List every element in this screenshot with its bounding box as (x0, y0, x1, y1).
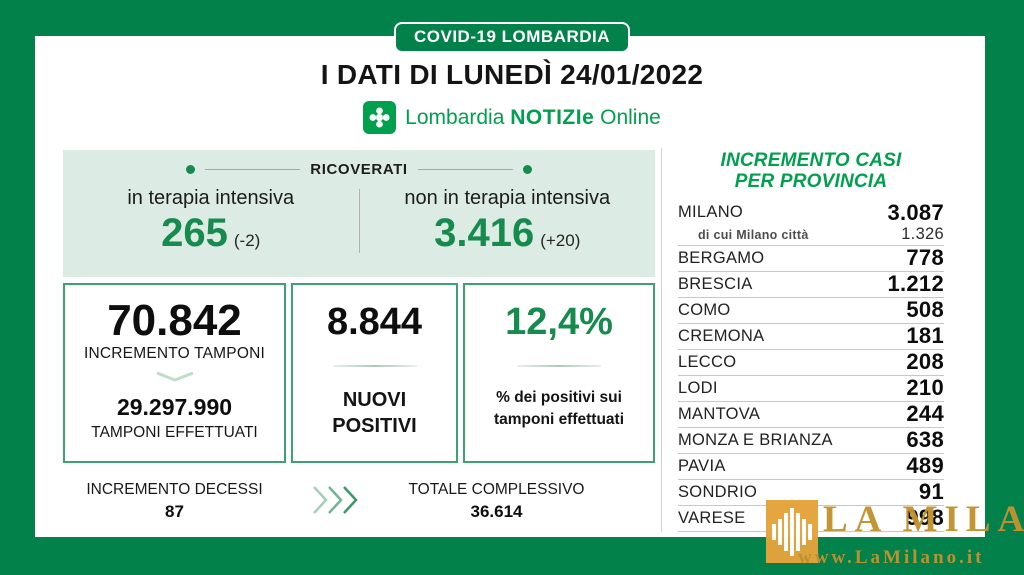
table-row: CREMONA 181 (678, 323, 944, 350)
terapia-intensiva-label: in terapia intensiva (127, 187, 295, 209)
ricoverati-columns: in terapia intensiva 265 (-2) non in ter… (63, 187, 655, 263)
terapia-intensiva-delta: (-2) (233, 231, 261, 250)
divider-line (417, 169, 513, 170)
totale-complessivo-label: TOTALE COMPLESSIVO (408, 481, 585, 498)
logo-brand: NOTIZIe (510, 105, 595, 129)
covid-badge: COVID-19 LOMBARDIA (393, 22, 631, 53)
left-panel: RICOVERATI in terapia intensiva 265 (-2)… (63, 150, 655, 522)
decessi-row: INCREMENTO DECESSI 87 TOTALE COMPLESSIVO… (63, 481, 655, 522)
non-terapia-intensiva-block: non in terapia intensiva 3.416 (+20) (360, 187, 656, 263)
terapia-intensiva-value: 265 (161, 211, 228, 255)
percentuale-label: % dei positivi sui tamponi effettuati (493, 389, 625, 429)
triple-chevron-icon (304, 481, 372, 517)
tamponi-effettuati-label: TAMPONI EFFETTUATI (91, 424, 258, 442)
bullet-dot-icon (186, 165, 196, 174)
divider-line (332, 365, 417, 367)
terapia-intensiva-block: in terapia intensiva 265 (-2) (63, 187, 359, 263)
ricoverati-title: RICOVERATI (310, 161, 408, 178)
totale-complessivo-value: 36.614 (470, 502, 523, 521)
incremento-decessi-value: 87 (165, 502, 184, 521)
lombardia-notizie-logo: Lombardia NOTIZIe Online (0, 101, 1024, 134)
logo-text: Lombardia NOTIZIe Online (405, 106, 661, 130)
percentuale-card: 12,4% % dei positivi sui tamponi effettu… (463, 283, 655, 463)
column-divider (358, 189, 360, 253)
table-row: LECCO 208 (678, 349, 944, 376)
percentuale-value: 12,4% (505, 301, 613, 343)
table-subrow: di cui Milano città 1.326 (678, 225, 944, 246)
tamponi-effettuati-value: 29.297.990 (116, 394, 233, 421)
incremento-tamponi-label: INCREMENTO TAMPONI (83, 345, 265, 363)
incremento-decessi-block: INCREMENTO DECESSI 87 (63, 481, 286, 522)
table-row: PAVIA 489 (678, 453, 944, 480)
province-title: INCREMENTO CASI PER PROVINCIA (720, 150, 902, 193)
nuovi-positivi-label: NUOVI POSITIVI (332, 389, 417, 437)
table-row: MILANO 3.087 (678, 199, 944, 225)
totale-complessivo-block: TOTALE COMPLESSIVO 36.614 (384, 481, 609, 522)
incremento-decessi-label: INCREMENTO DECESSI (86, 481, 263, 498)
table-row: LODI 210 (678, 375, 944, 402)
table-row: BRESCIA 1.212 (678, 271, 944, 298)
divider-line (205, 169, 301, 170)
tamponi-card: 70.842 INCREMENTO TAMPONI 29.297.990 TAM… (63, 283, 286, 463)
bullet-dot-icon (522, 165, 532, 174)
stat-cards: 70.842 INCREMENTO TAMPONI 29.297.990 TAM… (63, 283, 655, 463)
province-panel: INCREMENTO CASI PER PROVINCIA MILANO 3.0… (661, 148, 944, 532)
page-title: I DATI DI LUNEDÌ 24/01/2022 (320, 59, 704, 90)
la-milano-logo-icon (766, 500, 818, 563)
ricoverati-header: RICOVERATI (63, 161, 655, 178)
non-terapia-intensiva-label: non in terapia intensiva (404, 187, 611, 209)
divider-line (517, 365, 601, 367)
rosa-camuna-icon (363, 101, 397, 134)
nuovi-positivi-card: 8.844 NUOVI POSITIVI (291, 283, 458, 463)
la-milano-watermark: LA MILANO www.LaMilano.it (744, 492, 1024, 575)
logo-region: Lombardia (405, 105, 505, 129)
table-row: COMO 508 (678, 297, 944, 324)
nuovi-positivi-value: 8.844 (326, 301, 423, 343)
table-row: MANTOVA 244 (678, 401, 944, 428)
non-terapia-intensiva-value: 3.416 (434, 211, 535, 255)
incremento-tamponi-value: 70.842 (107, 296, 242, 345)
chevron-down-icon (153, 370, 197, 388)
watermark-url: www.LaMilano.it (798, 547, 985, 568)
logo-suffix: Online (600, 105, 661, 129)
non-terapia-intensiva-delta: (+20) (540, 231, 581, 250)
table-row: MONZA E BRIANZA 638 (678, 427, 944, 454)
table-row: BERGAMO 778 (678, 245, 944, 272)
ricoverati-panel: RICOVERATI in terapia intensiva 265 (-2)… (63, 150, 655, 277)
watermark-title: LA MILANO (823, 499, 1024, 540)
